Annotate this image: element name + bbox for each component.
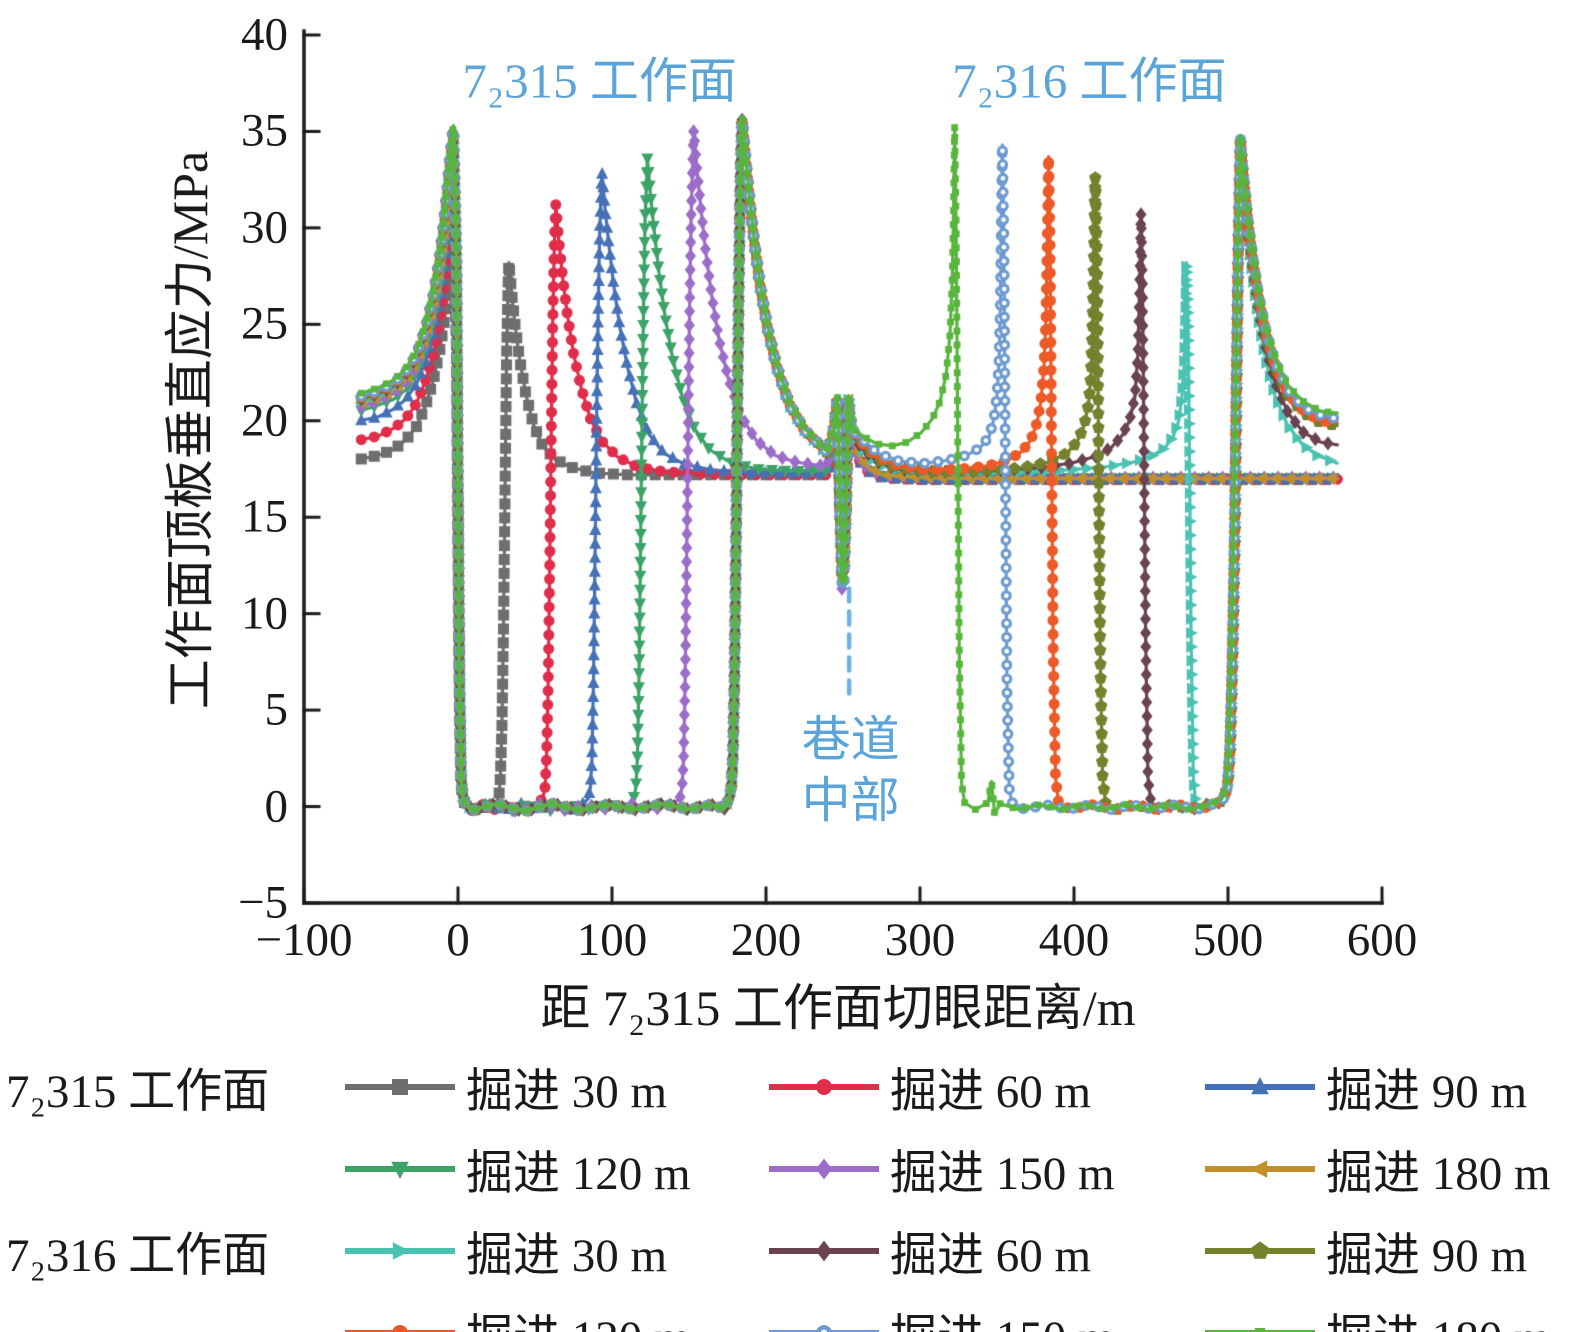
y-tick-label: 35 xyxy=(241,104,288,157)
x-tick-label: 600 xyxy=(1346,914,1418,966)
x-tick-label: 0 xyxy=(446,914,470,966)
legend-entry-label: 掘进 30 m xyxy=(466,1066,668,1118)
legend-entry-marker xyxy=(1202,1156,1320,1182)
legend-entry-label: 掘进 120 m xyxy=(466,1148,691,1200)
legend-group-label: 7₂315 工作面 xyxy=(6,1066,270,1118)
x-axis-title: 距 7₂315 工作面切眼距离/m xyxy=(540,980,1136,1036)
legend-swatch xyxy=(769,1240,879,1261)
y-tick-label: 15 xyxy=(241,490,288,543)
legend-entry-marker xyxy=(1202,1320,1320,1332)
x-tick-label: 400 xyxy=(1038,914,1110,966)
legend-entry-marker xyxy=(766,1156,884,1182)
stress-chart-canvas xyxy=(0,0,1575,1045)
y-tick-label: 30 xyxy=(241,201,288,254)
legend-swatch xyxy=(345,1241,455,1260)
legend-entry-marker xyxy=(342,1320,460,1332)
legend-swatch xyxy=(345,1161,455,1179)
y-tick-label: 25 xyxy=(241,297,288,350)
legend-swatch xyxy=(345,1078,455,1095)
legend-entry-marker xyxy=(342,1074,460,1100)
annotation-roadway-center: 巷道 中部 xyxy=(801,711,900,828)
legend-swatch xyxy=(1205,1327,1315,1332)
annotation-7315-working-face: 7₂315 工作面 xyxy=(462,53,737,109)
legend-entry-label: 掘进 120 m xyxy=(466,1298,760,1332)
y-tick-label: 0 xyxy=(264,780,289,833)
y-tick-label: 20 xyxy=(241,394,288,447)
legend-entry-marker xyxy=(342,1156,460,1182)
legend-swatch xyxy=(1205,1240,1315,1259)
legend-entry-label: 掘进 60 m xyxy=(890,1230,1092,1282)
legend-entry-marker xyxy=(766,1238,884,1264)
x-tick-label: 100 xyxy=(576,914,648,966)
annotation-7316-working-face: 7₂316 工作面 xyxy=(952,53,1227,109)
x-tick-label: 200 xyxy=(730,914,802,966)
x-tick-label: 300 xyxy=(884,914,956,966)
y-tick-label: 5 xyxy=(264,683,289,736)
legend-swatch xyxy=(769,1158,879,1179)
y-tick-label: 10 xyxy=(241,587,288,640)
legend-swatch xyxy=(1205,1076,1315,1094)
legend-entry-label: 掘进 180 m xyxy=(1326,1148,1551,1200)
legend-entry-marker xyxy=(1202,1238,1320,1264)
legend-group-label: 7₂316 工作面 xyxy=(6,1230,270,1282)
legend: 7₂315 工作面 掘进 30 m 掘进 60 m 掘进 90 m 掘进 120 m 掘进… xyxy=(0,1052,1575,1332)
legend-entry-marker xyxy=(1202,1074,1320,1100)
legend-entry-marker xyxy=(766,1320,884,1332)
legend-entry-label: 掘进 180 m xyxy=(1326,1298,1575,1332)
x-tick-label: −100 xyxy=(255,914,353,966)
legend-entry-label: 掘进 30 m xyxy=(466,1230,668,1282)
y-axis-title: 工作面顶板垂直应力/MPa xyxy=(162,150,218,710)
y-tick-label: 40 xyxy=(241,8,288,61)
legend-swatch xyxy=(345,1324,455,1332)
x-tick-label: 500 xyxy=(1192,914,1264,966)
legend-entry-label: 掘进 90 m xyxy=(1326,1230,1528,1282)
legend-entry-label: 掘进 60 m xyxy=(890,1066,1092,1118)
legend-swatch xyxy=(769,1078,879,1095)
legend-swatch xyxy=(769,1324,879,1332)
y-tick-label: −5 xyxy=(237,876,288,929)
legend-entry-marker xyxy=(766,1074,884,1100)
legend-swatch xyxy=(1205,1159,1315,1178)
legend-entry-label: 掘进 150 m xyxy=(890,1298,1196,1332)
legend-entry-label: 掘进 150 m xyxy=(890,1148,1115,1200)
legend-entry-marker xyxy=(342,1238,460,1264)
legend-entry-label: 掘进 90 m xyxy=(1326,1066,1528,1118)
